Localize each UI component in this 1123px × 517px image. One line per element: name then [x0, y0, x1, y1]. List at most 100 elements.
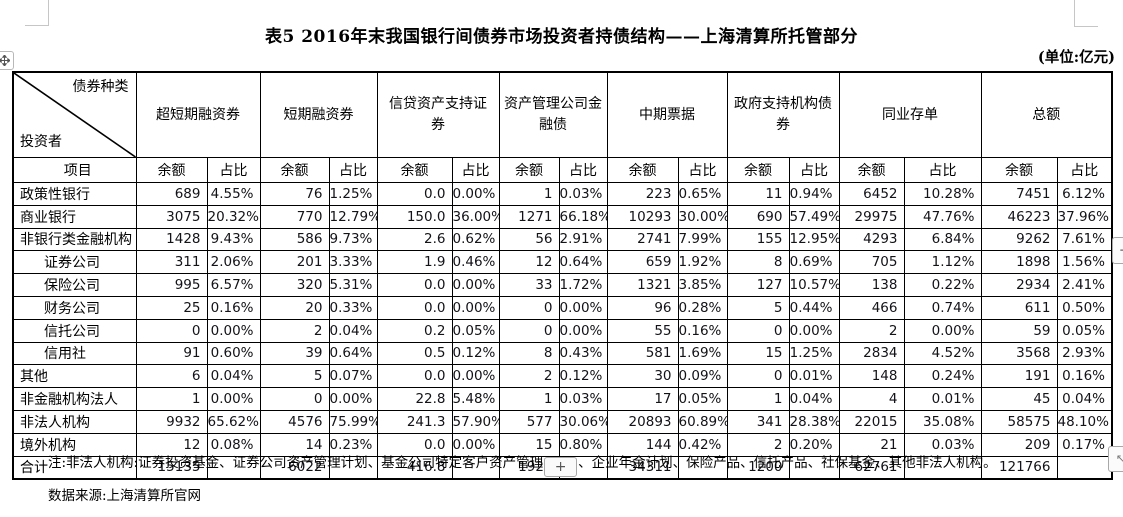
table-cell: 148: [838, 364, 905, 389]
table-cell: 29975: [838, 204, 905, 229]
table-cell: 241.3: [376, 409, 453, 434]
table-cell: 22.8: [376, 387, 453, 411]
table-cell: 2: [838, 318, 905, 343]
table-cell: 0.24%: [903, 364, 982, 389]
table-cell: 150.0: [376, 204, 453, 229]
sub-header-share: 占比: [677, 157, 728, 183]
table-cell: 0.16%: [1056, 364, 1113, 389]
table-cell: 2934: [980, 273, 1058, 297]
row-label: 证券公司: [12, 250, 137, 275]
table-title: 表5 2016年末我国银行间债券市场投资者持债结构——上海清算所托管部分: [264, 27, 859, 47]
table-cell: 0.00%: [788, 318, 840, 343]
table-cell: 6452: [838, 182, 905, 206]
table-cell: 20: [259, 295, 330, 320]
table-cell: 9262: [980, 227, 1058, 252]
table-cell: 138: [838, 273, 905, 297]
table-cell: 66.18%: [558, 204, 608, 229]
row-label: 保险公司: [12, 273, 137, 297]
table-cell: 1.9: [376, 250, 453, 275]
table-cell: 6.84%: [903, 227, 982, 252]
table-cell: 7.99%: [677, 227, 728, 252]
table-cell: 57.49%: [788, 204, 840, 229]
sub-header-balance: 余额: [980, 157, 1058, 183]
table-cell: 5.31%: [328, 273, 378, 297]
table-cell: 0.09%: [677, 364, 728, 389]
table-cell: 6.57%: [206, 273, 261, 297]
sub-header-balance: 余额: [376, 157, 453, 183]
table-cell: 0.0: [376, 364, 453, 389]
table-cell: 0.65%: [677, 182, 728, 206]
table-cell: 201: [259, 250, 330, 275]
table-cell: 4576: [259, 409, 330, 434]
table-cell: 0.04%: [328, 318, 378, 343]
page-margin-corner-mark: [25, 25, 49, 26]
table-cell: 0.00%: [558, 318, 608, 343]
table-cell: 10.57%: [788, 273, 840, 297]
row-label: 其他: [12, 364, 137, 389]
table-cell: 35.08%: [903, 409, 982, 434]
table-cell: 0.00%: [451, 295, 500, 320]
table-row: 非法人机构 9932 65.62% 4576 75.99% 241.3 57.90% 577 3…: [12, 409, 1113, 434]
table-cell: 75.99%: [328, 409, 378, 434]
table-cell: 0.28%: [677, 295, 728, 320]
table-cell: 1.25%: [788, 341, 840, 366]
table-cell: 33: [498, 273, 560, 297]
table-cell: 127: [726, 273, 790, 297]
table-cell: 39: [259, 341, 330, 366]
sub-header-share: 占比: [788, 157, 840, 183]
bond-holdings-table: 债券种类 投资者 超短期融资券 短期融资券 信贷资产支持证 券资产管理公司金 融债中…: [12, 71, 1113, 480]
table-cell: 0.43%: [558, 341, 608, 366]
table-row: 非金融机构法人 1 0.00% 0 0.00% 22.8 5.48% 1 0.03% 17 0.05…: [12, 387, 1113, 411]
table-cell: 20.32%: [206, 204, 261, 229]
table-cell: 0.0: [376, 273, 453, 297]
table-cell: 0.00%: [328, 387, 378, 411]
data-source: 数据来源:上海清算所官网: [48, 488, 202, 504]
row-label: 信用社: [12, 341, 137, 366]
table-cell: 91: [135, 341, 208, 366]
table-cell: 28.38%: [788, 409, 840, 434]
table-cell: 56: [498, 227, 560, 252]
table-cell: 6: [135, 364, 208, 389]
table-cell: 659: [606, 250, 679, 275]
table-cell: 4: [838, 387, 905, 411]
table-cell: 58575: [980, 409, 1058, 434]
table-row: 其他 6 0.04% 5 0.07% 0.0 0.00% 2 0.12% 30 0.09% 0 0.01…: [12, 364, 1113, 389]
table-cell: 0.01%: [788, 364, 840, 389]
table-cell: 59: [980, 318, 1058, 343]
table-cell: 45: [980, 387, 1058, 411]
table-move-handle[interactable]: [0, 51, 14, 70]
table-cell: 9932: [135, 409, 208, 434]
table-cell: 10293: [606, 204, 679, 229]
table-cell: 12.95%: [788, 227, 840, 252]
table-cell: 0.04%: [788, 387, 840, 411]
sub-header-balance: 余额: [838, 157, 905, 183]
table-cell: 20893: [606, 409, 679, 434]
table-cell: 0.04%: [1056, 387, 1113, 411]
table-cell: 0.42%: [677, 432, 728, 457]
table-cell: 0.00%: [206, 318, 261, 343]
table-cell: 96: [606, 295, 679, 320]
table-cell: 0.00%: [451, 432, 500, 457]
column-group-header: 总额: [980, 71, 1113, 158]
column-group-header: 信贷资产支持证 券: [376, 71, 500, 158]
table-cell: 5.48%: [451, 387, 500, 411]
table-cell: 0.64%: [328, 341, 378, 366]
table-cell: 0.01%: [903, 387, 982, 411]
table-row: 信托公司 0 0.00% 2 0.04% 0.2 0.05% 0 0.00% 55 0.16% 0 0.…: [12, 318, 1113, 343]
plus-box-icon[interactable]: +: [544, 457, 578, 477]
resize-arrow-icon[interactable]: ↖: [1108, 446, 1123, 472]
table-cell: 0.04%: [206, 364, 261, 389]
column-group-header: 政府支持机构债 券: [726, 71, 840, 158]
table-cell: 0: [726, 318, 790, 343]
table-row: 政策性银行 689 4.55% 76 1.25% 0.0 0.00% 1 0.03% 223 0.6…: [12, 182, 1113, 206]
table-cell: 30: [606, 364, 679, 389]
table-row: 非银行类金融机构 1428 9.43% 586 9.73% 2.6 0.62% 56 2.91%…: [12, 227, 1113, 252]
plus-box-icon[interactable]: +: [1112, 237, 1123, 264]
table-cell: 577: [498, 409, 560, 434]
table-row: 信用社 91 0.60% 39 0.64% 0.5 0.12% 8 0.43% 581 1.69% 1…: [12, 341, 1113, 366]
table-cell: 2: [259, 318, 330, 343]
row-label: 非金融机构法人: [12, 387, 137, 411]
sub-header-balance: 余额: [606, 157, 679, 183]
table-cell: 0: [726, 364, 790, 389]
table-cell: 0.23%: [328, 432, 378, 457]
